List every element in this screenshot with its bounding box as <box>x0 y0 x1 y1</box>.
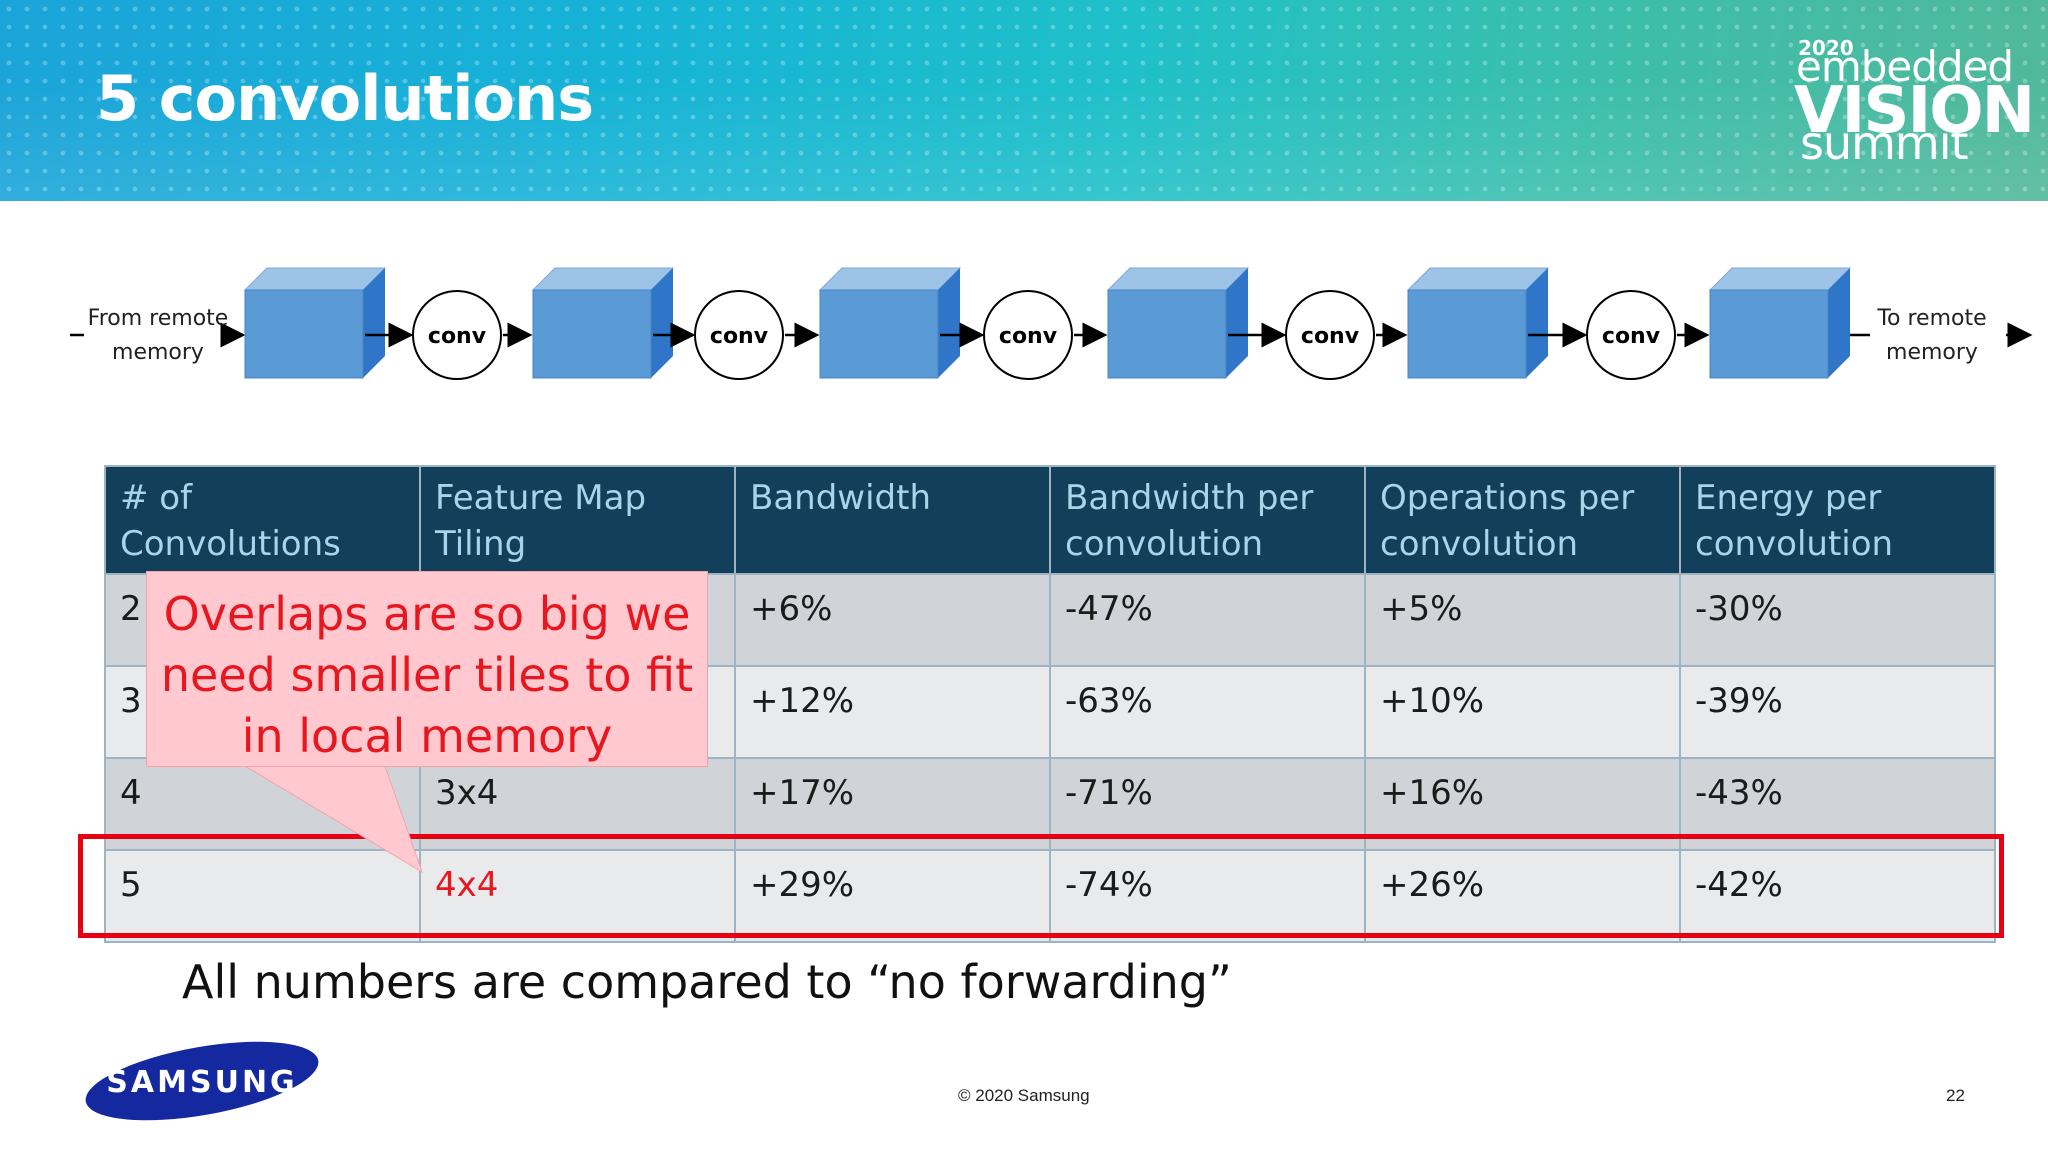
callout-box: Overlaps are so big we need smaller tile… <box>146 571 708 767</box>
callout-line: Overlaps are so big we <box>163 587 691 641</box>
header-text: Bandwidth <box>750 478 932 518</box>
header-text: convolution <box>1695 524 1894 564</box>
feature-map-cube-side <box>1828 268 1850 378</box>
table-cell: +29% <box>734 849 1051 943</box>
header-bandwidth: Bandwidth <box>734 465 1051 575</box>
callout-line: need smaller tiles to fit <box>160 648 694 702</box>
logo-year: 2020 <box>1798 36 1854 60</box>
logo-word-embedded: embedded <box>1796 42 2014 91</box>
sink-label: To remote memory <box>1852 302 2012 370</box>
feature-map-cube-side <box>651 268 673 378</box>
table-cell: +6% <box>734 573 1051 667</box>
header-operations-per-convolution: Operations per convolution <box>1364 465 1681 575</box>
table-cell: +26% <box>1364 849 1681 943</box>
conv-node-label: conv <box>428 324 487 349</box>
header-feature-map-tiling: Feature Map Tiling <box>419 465 736 575</box>
slide-title: 5 convolutions <box>96 62 594 135</box>
callout-text: Overlaps are so big we need smaller tile… <box>147 584 707 767</box>
source-label-line2: memory <box>112 340 204 365</box>
copyright: © 2020 Samsung <box>958 1086 1090 1105</box>
table-cell: +12% <box>734 665 1051 759</box>
table-cell: -47% <box>1049 573 1366 667</box>
source-label-line1: From remote <box>87 306 229 331</box>
logo-word-summit: summit <box>1800 116 1969 170</box>
feature-map-cube-top <box>243 267 387 291</box>
table-cell: +5% <box>1364 573 1681 667</box>
conv-node-label: conv <box>1602 324 1661 349</box>
feature-map-cube-side <box>363 268 385 378</box>
header-text: Bandwidth per <box>1065 478 1314 518</box>
convolution-pipeline-diagram: conv conv conv conv conv From remote memory … <box>0 240 2048 410</box>
feature-map-cube <box>244 289 364 379</box>
table-cell-highlight: 4x4 <box>419 849 736 943</box>
banner-dot-pattern <box>0 0 2048 201</box>
header-num-convolutions: # of Convolutions <box>104 465 421 575</box>
header-text: Tiling <box>435 524 527 564</box>
table-cell: -74% <box>1049 849 1366 943</box>
header-text: Operations per <box>1380 478 1635 518</box>
conv-node-label: conv <box>1301 324 1360 349</box>
table-cell: +10% <box>1364 665 1681 759</box>
table-header-row: # of Convolutions Feature Map Tiling Band… <box>104 465 1996 575</box>
table-cell: -39% <box>1679 665 1996 759</box>
header-energy-per-convolution: Energy per convolution <box>1679 465 1996 575</box>
conv-node <box>983 290 1073 380</box>
feature-map-cube-side <box>1226 268 1248 378</box>
header-text: convolution <box>1380 524 1579 564</box>
header-text: # of Convolutions <box>120 478 341 564</box>
feature-map-cube-top <box>1708 267 1852 291</box>
embedded-vision-summit-logo: 2020 embedded VISION summit <box>1790 36 2035 170</box>
samsung-logo-text: SAMSUNG <box>106 1065 297 1100</box>
feature-map-cube <box>1709 289 1829 379</box>
feature-map-cube <box>819 289 939 379</box>
logo-word-vision: VISION <box>1794 74 2035 148</box>
table-cell: -63% <box>1049 665 1366 759</box>
feature-map-cube-top <box>531 267 675 291</box>
feature-map-cube-top <box>1406 267 1550 291</box>
header-text: Feature Map <box>435 478 647 518</box>
callout-line: in local memory <box>241 709 613 763</box>
conv-node <box>1285 290 1375 380</box>
sink-label-line2: memory <box>1886 340 1978 365</box>
page-number: 22 <box>1946 1086 1965 1105</box>
header-banner: 5 convolutions 2020 embedded VISION summ… <box>0 0 2048 201</box>
feature-map-cube <box>1107 289 1227 379</box>
feature-map-cube-side <box>938 268 960 378</box>
feature-map-cube <box>1407 289 1527 379</box>
table-cell: -30% <box>1679 573 1996 667</box>
conv-node <box>412 290 502 380</box>
feature-map-cube-top <box>1106 267 1250 291</box>
feature-map-cube-top <box>818 267 962 291</box>
header-bandwidth-per-convolution: Bandwidth per convolution <box>1049 465 1366 575</box>
table-row-highlighted: 5 4x4 +29% -74% +26% -42% <box>104 849 1996 943</box>
banner-fade <box>0 0 2048 201</box>
conv-node-label: conv <box>710 324 769 349</box>
header-text: convolution <box>1065 524 1264 564</box>
conv-node-label: conv <box>999 324 1058 349</box>
row-highlight-box <box>78 834 2004 938</box>
feature-map-cube-side <box>1526 268 1548 378</box>
footnote: All numbers are compared to “no forwardi… <box>182 955 1232 1009</box>
feature-map-cube <box>532 289 652 379</box>
samsung-logo: SAMSUNG <box>85 1041 319 1121</box>
conv-node <box>1586 290 1676 380</box>
header-text: Energy per <box>1695 478 1882 518</box>
table-cell: -42% <box>1679 849 1996 943</box>
conv-node <box>694 290 784 380</box>
pipeline-svg: conv conv conv conv conv <box>70 267 2033 380</box>
source-label: From remote memory <box>78 302 238 370</box>
sink-label-line1: To remote <box>1877 306 1987 331</box>
